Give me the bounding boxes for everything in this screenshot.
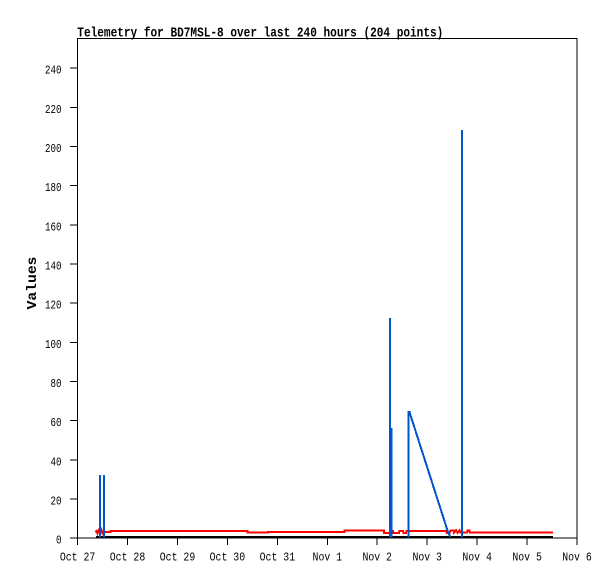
svg-text:0: 0 [56,534,62,548]
svg-text:100: 100 [45,338,62,352]
svg-text:Oct 28: Oct 28 [110,551,146,565]
svg-text:20: 20 [51,495,62,509]
svg-text:120: 120 [45,299,62,313]
svg-text:200: 200 [45,142,62,156]
svg-text:Nov 3: Nov 3 [412,551,442,565]
svg-text:Nov 2: Nov 2 [362,551,392,565]
svg-text:220: 220 [45,103,62,117]
svg-text:Values: Values [25,257,41,310]
svg-text:60: 60 [51,416,62,430]
svg-text:140: 140 [45,260,62,274]
svg-text:180: 180 [45,181,62,195]
svg-text:Oct 27: Oct 27 [60,551,96,565]
svg-text:Telemetry for BD7MSL-8 over la: Telemetry for BD7MSL-8 over last 240 hou… [77,25,443,41]
svg-text:Oct 29: Oct 29 [160,551,196,565]
svg-text:Nov 6: Nov 6 [562,551,592,565]
svg-text:40: 40 [51,455,62,469]
svg-text:Nov 5: Nov 5 [512,551,542,565]
svg-text:Oct 31: Oct 31 [260,551,296,565]
svg-text:Oct 30: Oct 30 [210,551,246,565]
svg-text:240: 240 [45,64,62,78]
svg-text:160: 160 [45,220,62,234]
svg-text:Nov 1: Nov 1 [313,551,343,565]
svg-text:Nov 4: Nov 4 [462,551,492,565]
svg-text:80: 80 [51,377,62,391]
